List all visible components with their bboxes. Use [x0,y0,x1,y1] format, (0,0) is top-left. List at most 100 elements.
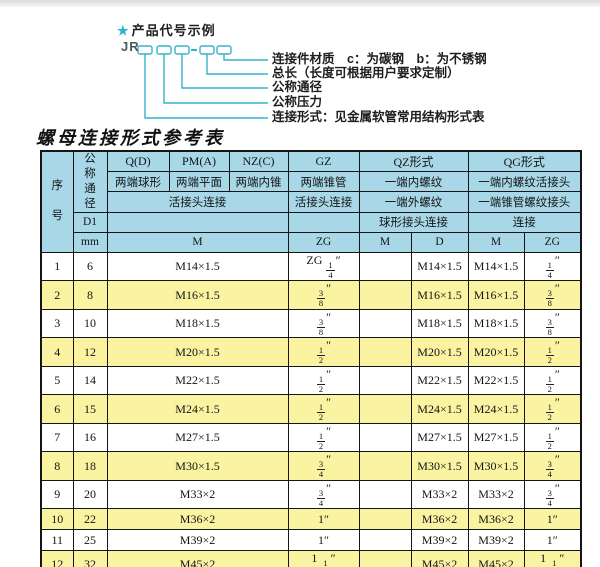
table-row: 5 14 M22×1.5 1 2 ″ M22×1.5 M22×1.5 1 2 ″ [40,365,582,396]
header-unit-zg-qg: ZG [523,231,582,253]
header-type-pm: 两端平面 [168,171,230,193]
cell-qg-zg: 3 4 ″ [523,451,582,481]
cell-m: M24×1.5 [106,394,289,424]
table-row: 3 10 M18×1.5 3 8 ″ M18×1.5 M18×1.5 3 8 ″ [40,308,582,339]
header-conn-qz: 一端外螺纹 [358,191,469,213]
cell-qg-m: M20×1.5 [467,337,525,367]
code-label-pressure: 公称压力 [272,95,323,109]
table-row: 1 6 M14×1.5 ZG 1 4 ″ M14×1.5 M14×1.5 1 4 ″ [40,251,582,282]
cell-mm: 15 [72,394,108,424]
cell-zg: 3 4 ″ [287,451,360,481]
header-type-qg: 一端内螺纹活接头 [467,171,582,193]
cell-qz-m [358,308,412,339]
cell-no: 9 [40,479,74,510]
cell-qg-m: M18×1.5 [467,308,525,339]
cell-qz-d: M39×2 [410,529,469,552]
cell-m: M30×1.5 [106,451,289,481]
cell-no: 6 [40,394,74,424]
diagram-title-text: 产品代号示例 [131,23,216,38]
table-row: 7 16 M27×1.5 1 2 ″ M27×1.5 M27×1.5 1 2 ″ [40,422,582,453]
table-row: 4 12 M20×1.5 1 2 ″ M20×1.5 M20×1.5 1 2 ″ [40,337,582,367]
cell-no: 8 [40,451,74,481]
cell-mm: 22 [72,508,108,531]
header-d1-blank-gz [287,211,360,233]
cell-qg-zg: 1 4 ″ [523,251,582,282]
cell-qz-m [358,479,412,510]
header-type-q: 两端球形 [106,171,170,193]
cell-mm: 10 [72,308,108,339]
cell-qz-m [358,365,412,396]
cell-mm: 6 [72,251,108,282]
cell-no: 3 [40,308,74,339]
table-body: 1 6 M14×1.5 ZG 1 4 ″ M14×1.5 M14×1.5 1 4 ″ 2 8 M16×1.… [40,251,582,567]
header-serial: 序号 [40,150,74,253]
table-title: 螺母连接形式参考表 [36,128,225,148]
cell-mm: 32 [72,550,108,567]
cell-mm: 8 [72,280,108,310]
cell-zg: 1 2 ″ [287,337,360,367]
cell-qz-m [358,337,412,367]
cell-qz-m [358,451,412,481]
cell-mm: 16 [72,422,108,453]
header-unit-d-qz: D [410,231,469,253]
cell-m: M36×2 [106,508,289,531]
cell-qz-d: M45×2 [410,550,469,567]
cell-zg: 3 8 ″ [287,280,360,310]
cell-m: M45×2 [106,550,289,567]
cell-no: 5 [40,365,74,396]
cell-zg: 1 14″ [287,550,360,567]
diagram-title: ★ 产品代号示例 [117,20,216,39]
code-label-material: 连接件材质 c：为碳钢 b：为不锈钢 [272,52,487,66]
cell-no: 4 [40,337,74,367]
cell-qg-zg: 1 2 ″ [523,394,582,424]
cell-qg-m: M36×2 [467,508,525,531]
cell-no: 7 [40,422,74,453]
cell-qg-zg: 1 2 ″ [523,365,582,396]
header-unit-m-qg: M [467,231,525,253]
connector-line-material [223,54,268,61]
cell-qg-m: M16×1.5 [467,280,525,310]
cell-qg-m: M33×2 [467,479,525,510]
cell-qg-m: M27×1.5 [467,422,525,453]
cell-qz-d: M33×2 [410,479,469,510]
cell-qz-d: M18×1.5 [410,308,469,339]
cell-qz-m [358,550,412,567]
table-row: 2 8 M16×1.5 3 8 ″ M16×1.5 M16×1.5 3 8 ″ [40,280,582,310]
cell-mm: 18 [72,451,108,481]
header-conn-qg: 一端锥管螺纹接头 [467,191,582,213]
table-row: 11 25 M39×2 1″ M39×2 M39×2 1″ [40,529,582,552]
header-code-pm: PM(A) [168,150,230,173]
header-row-types: 两端球形 两端平面 两端内锥 两端锥管 一端内螺纹 一端内螺纹活接头 [41,171,582,193]
cell-qg-m: M45×2 [467,550,525,567]
header-code-nz: NZ(C) [228,150,289,173]
cell-qz-m [358,508,412,531]
cell-zg: 3 4 ″ [287,479,360,510]
cell-qz-d: M36×2 [410,508,469,531]
cell-qg-zg: 1 14″ [523,550,582,567]
product-code-prefix: JR [121,39,140,54]
connector-line-pressure [163,54,268,104]
cell-m: M20×1.5 [106,337,289,367]
cell-qg-zg: 1 2 ″ [523,337,582,367]
code-connector-lines [137,45,268,119]
cell-qz-d: M22×1.5 [410,365,469,396]
cell-qg-zg: 3 8 ″ [523,280,582,310]
cell-qz-d: M20×1.5 [410,337,469,367]
header-unit-m-qz: M [358,231,412,253]
code-box-1 [137,45,153,55]
cell-qz-d: M14×1.5 [410,251,469,282]
header-type-nz: 两端内锥 [228,171,289,193]
cell-m: M33×2 [106,479,289,510]
cell-qg-zg: 3 4 ″ [523,479,582,510]
cell-mm: 14 [72,365,108,396]
cell-qz-m [358,422,412,453]
cell-qz-m [358,394,412,424]
cell-m: M16×1.5 [106,280,289,310]
header-code-gz: GZ [287,150,360,173]
header-d1-qz: 球形接头连接 [358,211,469,233]
cell-m: M18×1.5 [106,308,289,339]
star-icon: ★ [117,23,130,38]
connector-line-length [206,54,268,75]
cell-qz-d: M16×1.5 [410,280,469,310]
